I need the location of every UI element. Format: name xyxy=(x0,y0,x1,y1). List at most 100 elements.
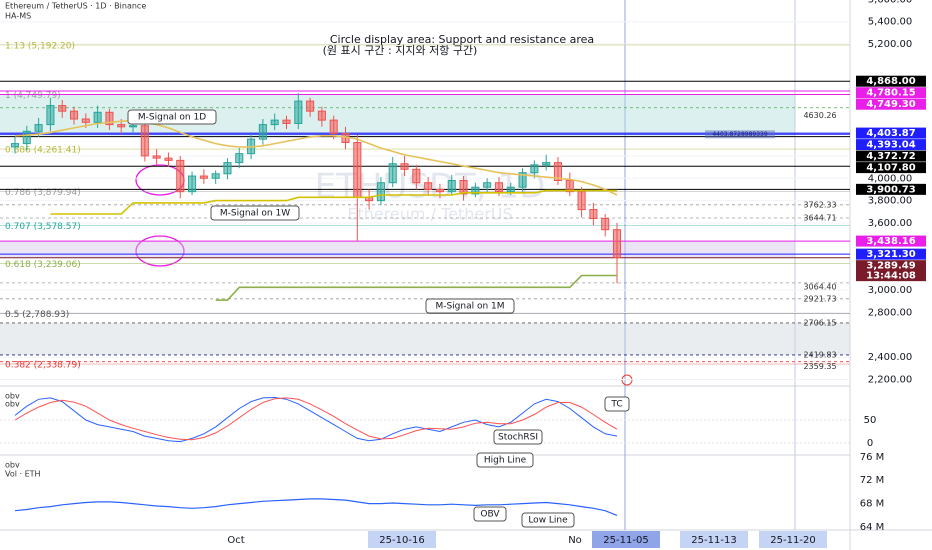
fib-label: 0.5 (2,788.93) xyxy=(5,310,69,320)
y-tick-label: 2,800.00 xyxy=(868,307,913,318)
y-tick-label: 2,400.00 xyxy=(868,352,913,363)
level-label: 3762.33 xyxy=(803,200,836,209)
x-tick-label: No xyxy=(568,535,582,546)
candle-body xyxy=(565,179,574,193)
level-label: 4630.26 xyxy=(803,111,836,120)
y-tick-label: 68 M xyxy=(860,499,885,510)
y-tick-label: 4,000.00 xyxy=(868,173,913,184)
candle-body xyxy=(542,162,551,166)
legend: obv xyxy=(5,400,20,409)
callout-box xyxy=(521,512,575,528)
fib-label: 0.786 (3,879.94) xyxy=(5,188,81,198)
candle-body xyxy=(400,163,409,170)
signal-line xyxy=(215,274,617,301)
level-label: 3064.40 xyxy=(803,283,836,292)
candle-body xyxy=(211,173,220,179)
annotation-title: Circle display area: Support and resista… xyxy=(330,33,594,46)
indicator: HA-MS xyxy=(5,12,31,21)
candle-body xyxy=(270,119,279,126)
candle-body xyxy=(152,155,161,159)
candle-body xyxy=(188,175,197,193)
level-box xyxy=(856,260,926,282)
candle-body xyxy=(412,168,421,184)
candle-body xyxy=(376,182,385,202)
watermark: Ethereum / TetherUS xyxy=(347,205,512,224)
candle-body xyxy=(471,186,480,195)
callout-box xyxy=(473,506,507,522)
level-label: 4,372.72 xyxy=(866,151,915,162)
fib-label: 0.707 (3,578.57) xyxy=(5,222,81,232)
level-box xyxy=(856,235,926,247)
level-label: 3,289.49 xyxy=(866,261,915,272)
candle-body xyxy=(69,110,79,120)
level-box xyxy=(856,87,926,99)
candle-body xyxy=(601,218,610,231)
candle-body xyxy=(424,182,433,190)
level-label: 4,403.87 xyxy=(866,128,915,139)
level-box xyxy=(856,162,926,174)
x-tick-label: 25-11-20 xyxy=(770,535,815,546)
x-tick-box xyxy=(759,531,827,548)
y-tick-label: 2,200.00 xyxy=(868,375,913,386)
candle-body xyxy=(105,111,114,126)
candle-body xyxy=(459,179,468,195)
candle-body xyxy=(506,186,515,193)
level-label: 3,438.16 xyxy=(866,236,915,247)
y-tick-label: 5,200.00 xyxy=(868,39,913,50)
x-tick-label: 25-11-13 xyxy=(691,535,736,546)
candle-body xyxy=(483,182,492,188)
candle-body xyxy=(258,124,267,140)
y-tick-label: 0 xyxy=(867,438,873,449)
y-tick-label: 64 M xyxy=(860,522,885,533)
fib-label: 0.382 (2,338.79) xyxy=(5,361,81,371)
level-label: 4,107.80 xyxy=(866,163,915,174)
level-label: 2706.15 xyxy=(803,318,836,327)
level-box xyxy=(856,183,926,195)
candle-body xyxy=(223,162,232,175)
y-tick-label: 5,400.00 xyxy=(868,17,913,28)
candle-body xyxy=(553,162,563,181)
level-label: 2359.35 xyxy=(803,362,836,371)
callout-text: OBV xyxy=(480,510,500,520)
candle-body xyxy=(388,163,397,184)
legend: obv xyxy=(5,392,20,401)
candle-body xyxy=(447,179,456,193)
candle-body xyxy=(34,124,43,132)
candle-body xyxy=(176,159,185,193)
candle-body xyxy=(58,105,67,112)
candle-body xyxy=(140,125,149,157)
candle-body xyxy=(10,143,20,148)
level-box xyxy=(856,139,926,151)
y-tick-label: 3,800.00 xyxy=(868,196,913,207)
candle-body xyxy=(294,100,303,124)
stoch-line xyxy=(14,397,618,441)
candle-body xyxy=(317,110,326,121)
legend: obv xyxy=(5,461,20,470)
callout-text: High Line xyxy=(484,456,527,466)
level-label: 2921.73 xyxy=(803,294,836,303)
callout-text: M-Signal on 1D xyxy=(138,113,206,123)
callout-text: Low Line xyxy=(528,516,568,526)
candle-body xyxy=(530,164,539,174)
x-tick-label: 25-11-05 xyxy=(603,535,648,546)
level-label: 4,780.15 xyxy=(866,88,915,99)
candle-body xyxy=(353,141,362,198)
callout-box xyxy=(127,109,217,125)
fib-label: 1.13 (5,192.20) xyxy=(5,41,75,51)
annotation-subtitle: (원 표시 구간 : 지지와 저항 구간) xyxy=(323,44,478,57)
x-tick-box xyxy=(680,531,748,548)
candle-body xyxy=(282,119,291,124)
y-tick-label: 72 M xyxy=(860,475,885,486)
callout-text: M-Signal on 1M xyxy=(435,302,504,312)
candle-body xyxy=(164,157,173,161)
x-tick-box xyxy=(592,531,660,548)
zone xyxy=(0,94,795,137)
level-box xyxy=(856,150,926,162)
level-label: 3644.71 xyxy=(803,213,836,222)
legend: Vol · ETH xyxy=(5,470,41,479)
level-box xyxy=(856,98,926,110)
fib-label: 0.886 (4,261.41) xyxy=(5,146,81,156)
level-box xyxy=(856,75,926,87)
candle-body xyxy=(235,153,244,164)
